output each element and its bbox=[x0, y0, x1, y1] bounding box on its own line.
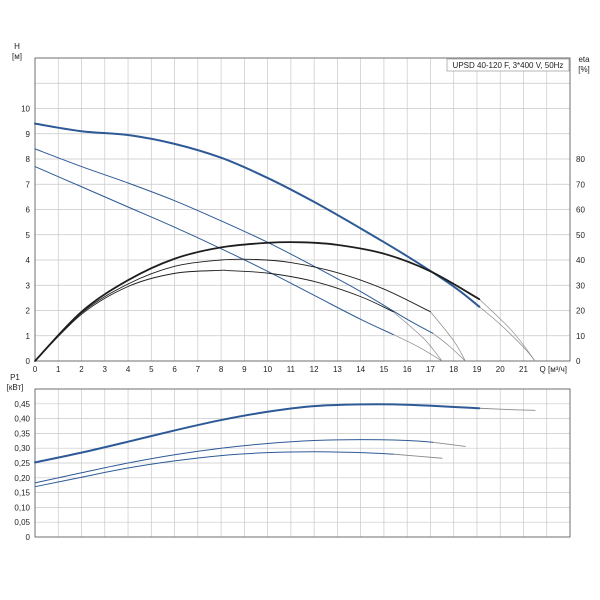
power-tick-label: 0,10 bbox=[14, 503, 30, 512]
efficiency-curve-extension bbox=[430, 311, 466, 362]
efficiency-tick-label: 20 bbox=[576, 307, 585, 316]
x-axis-label: Q [м³/ч] bbox=[540, 365, 567, 374]
legend-text: UPSD 40-120 F, 3*400 V, 50Hz bbox=[453, 61, 564, 70]
head-tick-label: 10 bbox=[21, 105, 30, 114]
power-tick-label: 0,30 bbox=[14, 444, 30, 453]
head-curve-extension bbox=[392, 334, 443, 362]
x-tick-label: 19 bbox=[473, 365, 482, 374]
efficiency-tick-label: 80 bbox=[576, 155, 585, 164]
x-tick-label: 5 bbox=[149, 365, 154, 374]
efficiency-curve bbox=[34, 258, 431, 362]
power-axis-unit: [кВт] bbox=[7, 383, 24, 392]
x-tick-label: 3 bbox=[103, 365, 108, 374]
head-plot-frame bbox=[34, 57, 571, 362]
head-curve bbox=[34, 166, 394, 335]
power-plot-curves bbox=[34, 403, 536, 488]
efficiency-curve-extension bbox=[478, 298, 536, 362]
head-curve bbox=[34, 148, 434, 334]
efficiency-axis-unit: [%] bbox=[578, 65, 590, 74]
head-tick-label: 8 bbox=[26, 155, 31, 164]
power-axis-label: P1 bbox=[10, 373, 20, 382]
power-curve bbox=[34, 403, 481, 464]
power-curve bbox=[34, 439, 434, 484]
power-tick-label: 0,40 bbox=[14, 415, 30, 424]
head-tick-label: 9 bbox=[26, 130, 31, 139]
head-tick-label: 1 bbox=[26, 332, 31, 341]
head-tick-label: 0 bbox=[26, 357, 31, 366]
power-curve-extension bbox=[478, 407, 536, 411]
x-tick-label: 21 bbox=[519, 365, 528, 374]
power-curve bbox=[34, 451, 394, 488]
efficiency-curve bbox=[34, 241, 481, 362]
x-tick-label: 10 bbox=[263, 365, 272, 374]
axis-labels: 0 1 2 3 4 5 6 7 8 9 10 11 12 13 14 15 16 17 18 19 20 21012345… bbox=[7, 42, 590, 542]
power-tick-label: 0,20 bbox=[14, 474, 30, 483]
head-curve-extension bbox=[432, 332, 466, 362]
power-tick-label: 0,35 bbox=[14, 429, 30, 438]
head-curve bbox=[34, 122, 481, 308]
x-tick-label: 11 bbox=[287, 365, 296, 374]
head-tick-label: 4 bbox=[26, 256, 31, 265]
power-curve-extension bbox=[432, 441, 466, 447]
legend-box bbox=[446, 58, 570, 72]
power-tick-label: 0 bbox=[26, 533, 31, 542]
head-axis-unit: [м] bbox=[12, 52, 22, 61]
power-tick-label: 0,45 bbox=[14, 400, 30, 409]
efficiency-tick-label: 0 bbox=[576, 357, 581, 366]
x-tick-label: 8 bbox=[219, 365, 224, 374]
x-tick-label: 12 bbox=[310, 365, 319, 374]
power-tick-label: 0,05 bbox=[14, 518, 30, 527]
efficiency-axis-label: eta bbox=[578, 55, 590, 64]
efficiency-tick-label: 60 bbox=[576, 206, 585, 215]
x-tick-label: 9 bbox=[242, 365, 247, 374]
x-tick-label: 1 bbox=[56, 365, 61, 374]
head-axis-label: H bbox=[14, 42, 20, 51]
power-plot-grid bbox=[34, 388, 571, 538]
efficiency-curve-extension bbox=[392, 311, 443, 362]
x-tick-label: 0 bbox=[33, 365, 38, 374]
head-tick-label: 5 bbox=[26, 231, 31, 240]
x-tick-label: 4 bbox=[126, 365, 131, 374]
head-tick-label: 6 bbox=[26, 206, 31, 215]
head-curve-extension bbox=[478, 306, 536, 362]
efficiency-tick-label: 30 bbox=[576, 281, 585, 290]
x-tick-label: 16 bbox=[403, 365, 412, 374]
head-plot-curves bbox=[34, 122, 536, 362]
power-curve-extension bbox=[392, 453, 443, 459]
x-tick-label: 7 bbox=[196, 365, 201, 374]
x-tick-label: 2 bbox=[79, 365, 84, 374]
x-tick-label: 17 bbox=[426, 365, 435, 374]
head-plot-grid bbox=[34, 57, 571, 362]
x-tick-label: 18 bbox=[449, 365, 458, 374]
head-tick-label: 2 bbox=[26, 307, 31, 316]
efficiency-tick-label: 50 bbox=[576, 231, 585, 240]
power-tick-label: 0,15 bbox=[14, 489, 30, 498]
x-tick-label: 13 bbox=[333, 365, 342, 374]
efficiency-tick-label: 10 bbox=[576, 332, 585, 341]
head-tick-label: 7 bbox=[26, 180, 31, 189]
power-tick-label: 0,25 bbox=[14, 459, 30, 468]
efficiency-tick-label: 70 bbox=[576, 180, 585, 189]
x-tick-label: 20 bbox=[496, 365, 505, 374]
x-tick-label: 15 bbox=[379, 365, 388, 374]
x-tick-label: 6 bbox=[172, 365, 177, 374]
head-tick-label: 3 bbox=[26, 281, 31, 290]
efficiency-tick-label: 40 bbox=[576, 256, 585, 265]
efficiency-curve bbox=[34, 269, 394, 362]
x-tick-label: 14 bbox=[356, 365, 365, 374]
